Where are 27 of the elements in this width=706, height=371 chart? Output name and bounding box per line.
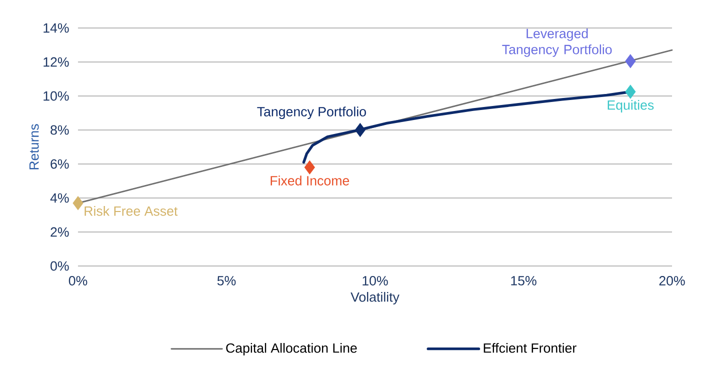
series-label: Risk Free Asset [84,206,178,216]
point [625,84,636,99]
y-tick-label: 6% [50,159,69,169]
series-label: Fixed Income [270,176,350,186]
y-axis-title: Returns [29,124,39,170]
series-label: Equities [608,100,654,112]
point [72,196,84,210]
x-axis-title: Volatility [350,292,400,304]
x-tick-label: 15% [511,276,536,286]
legend-label: Effcient Frontier [484,343,576,353]
y-tick-label: 12% [44,57,69,67]
y-tick-label: 2% [50,227,69,237]
x-tick-label: 10% [362,276,388,286]
y-tick-label: 4% [50,193,69,203]
series-label: Leveraged Tangency Portfolio [502,28,612,57]
y-tick-label: 8% [50,125,69,135]
y-tick-label: 0% [50,261,69,271]
point [354,123,366,137]
x-tick-label: 5% [217,276,236,286]
x-tick-label: 0% [68,276,88,286]
legend-label: Capital Allocation Line [226,343,357,356]
point [304,160,315,174]
y-tick-label: 10% [44,91,69,101]
point [625,54,636,68]
series-label: Tangency Portfolio [257,106,366,120]
x-tick-label: 20% [659,276,685,286]
y-tick-label: 14% [44,23,69,33]
